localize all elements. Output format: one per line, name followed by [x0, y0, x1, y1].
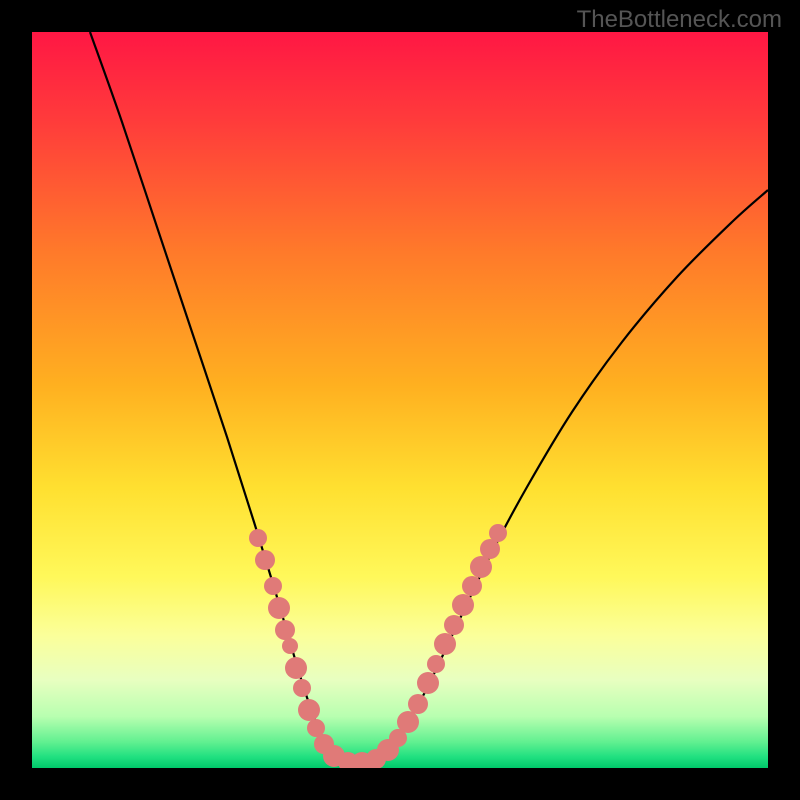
data-marker — [462, 576, 482, 596]
data-marker — [452, 594, 474, 616]
data-marker — [397, 711, 419, 733]
data-marker — [282, 638, 298, 654]
data-marker — [427, 655, 445, 673]
data-marker — [408, 694, 428, 714]
watermark-text: TheBottleneck.com — [577, 6, 782, 34]
data-marker — [264, 577, 282, 595]
data-marker — [444, 615, 464, 635]
data-marker — [293, 679, 311, 697]
data-marker — [268, 597, 290, 619]
data-marker — [417, 672, 439, 694]
data-marker — [470, 556, 492, 578]
data-marker — [298, 699, 320, 721]
data-marker — [480, 539, 500, 559]
data-marker — [255, 550, 275, 570]
data-marker — [434, 633, 456, 655]
data-marker — [285, 657, 307, 679]
data-marker — [249, 529, 267, 547]
bottleneck-chart — [0, 0, 800, 800]
data-marker — [489, 524, 507, 542]
gradient-plot-area — [32, 32, 768, 768]
data-marker — [275, 620, 295, 640]
